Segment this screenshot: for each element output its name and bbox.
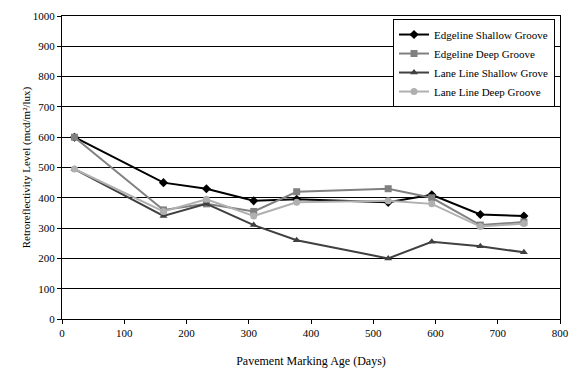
svg-text:600: 600 [38,131,55,143]
svg-text:0: 0 [49,313,55,325]
svg-text:1000: 1000 [33,10,56,22]
svg-text:Retroreflectivity Level (mcd/m: Retroreflectivity Level (mcd/m²/lux) [20,86,33,248]
svg-text:700: 700 [38,101,55,113]
svg-text:Lane Line Shallow Grove: Lane Line Shallow Grove [434,67,548,79]
svg-text:400: 400 [38,192,55,204]
svg-text:500: 500 [365,327,382,339]
svg-text:800: 800 [552,327,569,339]
svg-text:300: 300 [38,222,55,234]
svg-text:700: 700 [490,327,507,339]
svg-text:200: 200 [38,252,55,264]
svg-text:200: 200 [178,327,195,339]
svg-text:400: 400 [303,327,320,339]
svg-text:100: 100 [116,327,133,339]
svg-text:500: 500 [38,161,55,173]
svg-text:Edgeline Shallow Groove: Edgeline Shallow Groove [434,29,548,41]
svg-text:100: 100 [38,283,55,295]
svg-text:900: 900 [38,40,55,52]
svg-text:Lane Line Deep Groove: Lane Line Deep Groove [434,86,541,98]
svg-text:300: 300 [241,327,258,339]
svg-text:Edgeline Deep Groove: Edgeline Deep Groove [434,48,535,60]
svg-text:800: 800 [38,70,55,82]
svg-text:Pavement Marking Age (Days): Pavement Marking Age (Days) [236,354,386,368]
svg-text:0: 0 [59,327,65,339]
svg-text:600: 600 [427,327,444,339]
